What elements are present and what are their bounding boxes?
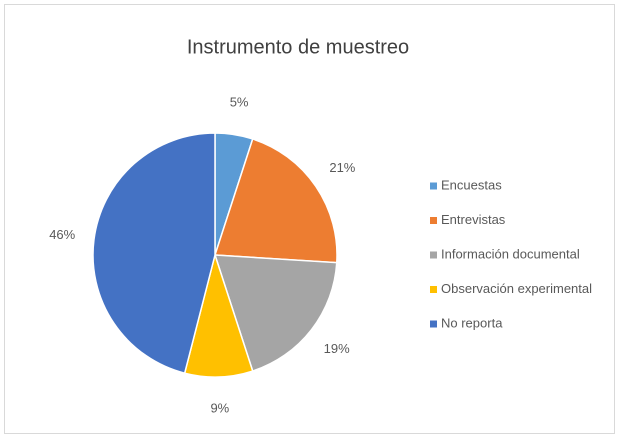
pie-slice xyxy=(213,254,338,372)
legend-label: Información documental xyxy=(441,246,580,261)
data-label: 19% xyxy=(324,341,350,356)
data-label: 9% xyxy=(210,400,229,415)
pie-slice xyxy=(92,132,216,375)
legend-label: No reporta xyxy=(441,315,503,330)
legend-swatch xyxy=(430,217,437,224)
legend-swatch xyxy=(430,320,437,328)
legend-swatch xyxy=(430,251,437,259)
chart-title: Instrumento de muestreo xyxy=(187,36,409,58)
data-label: 5% xyxy=(230,94,249,109)
legend-label: Encuestas xyxy=(441,177,502,192)
data-label: 46% xyxy=(49,227,75,242)
pie-slice xyxy=(213,138,338,264)
data-label: 21% xyxy=(329,160,355,175)
legend-label: Entrevistas xyxy=(441,212,506,227)
legend-label: Observación experimental xyxy=(441,281,592,296)
legend-swatch xyxy=(430,182,437,190)
legend-swatch xyxy=(430,286,437,293)
